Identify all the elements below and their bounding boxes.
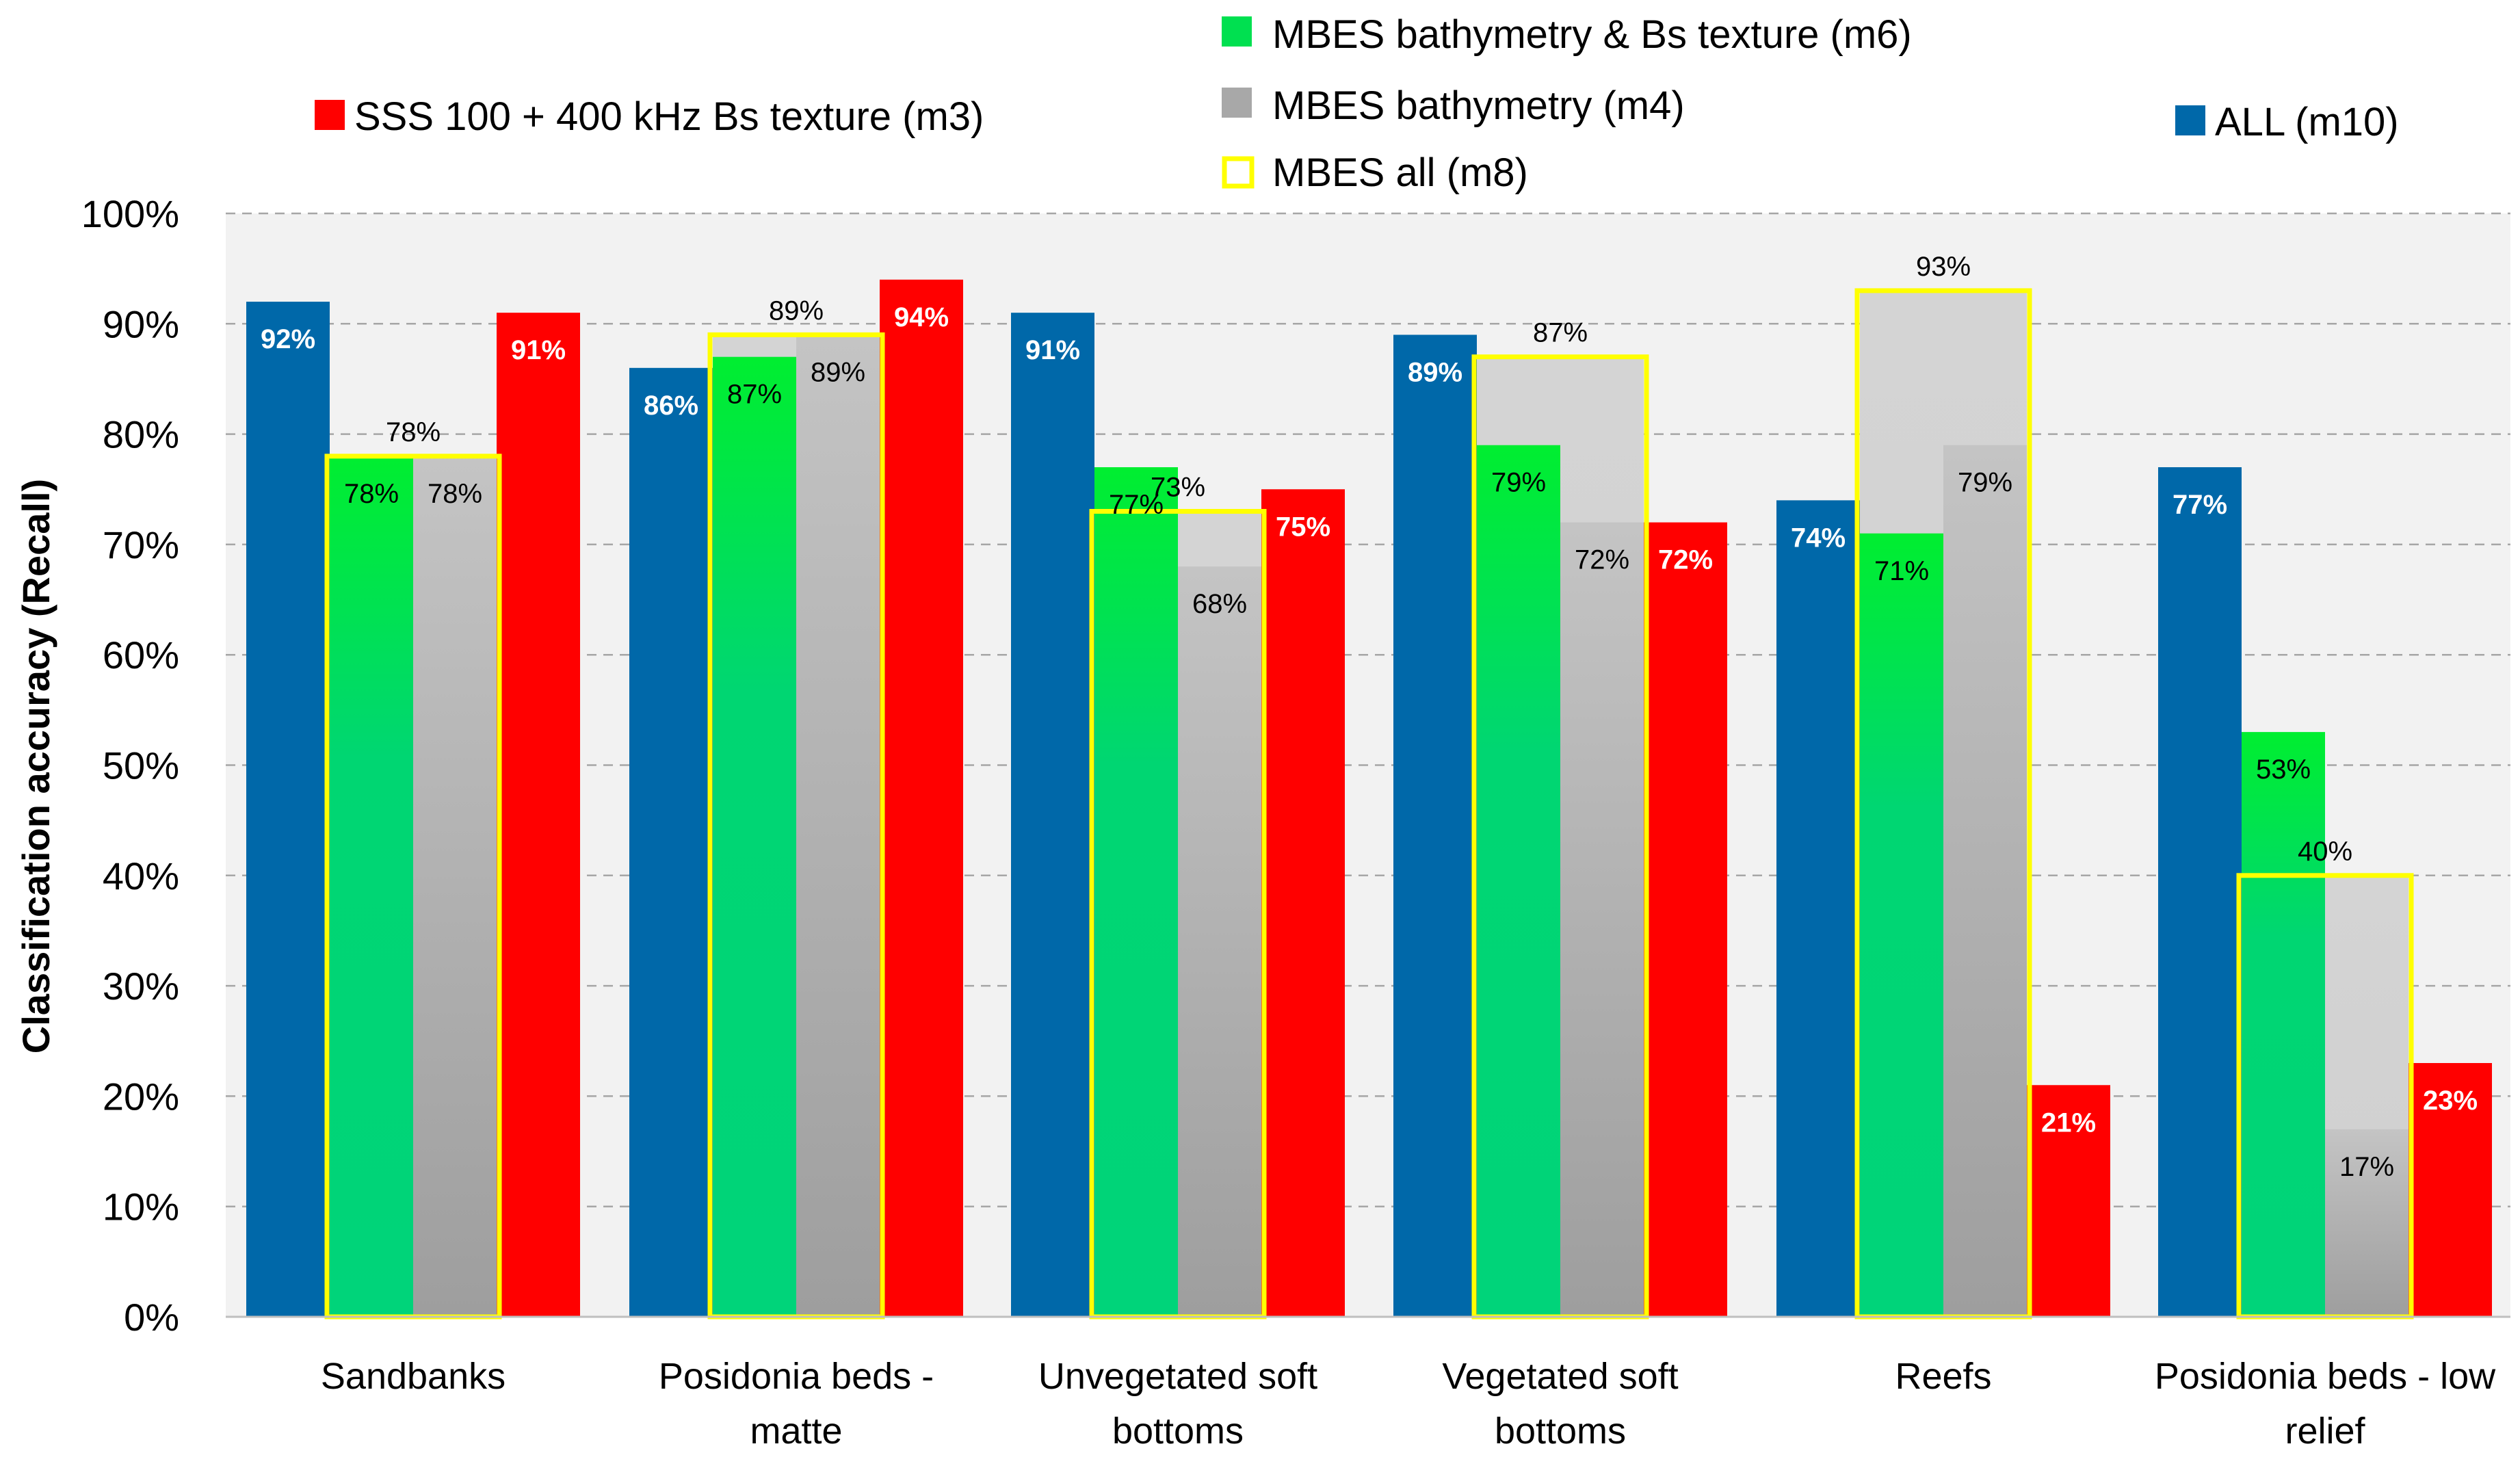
data-label-m4: 79% — [1958, 468, 2012, 498]
data-label-m3: 91% — [511, 335, 566, 365]
category-label: bottoms — [1495, 1411, 1626, 1452]
data-label-m10: 91% — [1025, 335, 1080, 365]
y-tick-label: 90% — [103, 302, 179, 345]
legend-swatch — [1222, 156, 1255, 189]
y-tick-label: 0% — [124, 1296, 179, 1339]
data-label-m3: 72% — [1658, 545, 1713, 575]
y-tick-label: 50% — [103, 744, 179, 787]
y-tick-label: 80% — [103, 413, 179, 456]
y-tick-label: 20% — [103, 1075, 179, 1118]
category-label: Posidonia beds - low — [2155, 1356, 2496, 1397]
bar-m4 — [1178, 566, 1261, 1318]
data-label-m6: 87% — [727, 380, 782, 410]
y-axis-label: Classification accuracy (Recall) — [14, 479, 57, 1053]
bar-m4 — [796, 335, 880, 1318]
data-label-m6: 53% — [2256, 755, 2311, 785]
data-label-m8: 40% — [2298, 837, 2352, 867]
legend-swatch — [315, 100, 345, 130]
bar-m3 — [2027, 1085, 2110, 1317]
bar-m6 — [1477, 445, 1560, 1317]
category-label: Unvegetated soft — [1038, 1356, 1317, 1397]
bar-m3 — [497, 313, 580, 1317]
y-tick-label: 40% — [103, 854, 179, 897]
y-tick-label: 100% — [81, 192, 179, 235]
category-label: Vegetated soft — [1442, 1356, 1678, 1397]
legend-swatch — [1222, 16, 1252, 47]
bar-m4 — [413, 456, 497, 1317]
category-label: matte — [750, 1411, 842, 1452]
legend-label: MBES bathymetry (m4) — [1272, 83, 1685, 128]
legend-label: MBES all (m8) — [1272, 150, 1528, 195]
gridlines — [226, 212, 2510, 1207]
category-label: Reefs — [1895, 1356, 1991, 1397]
data-label-m10: 77% — [2173, 490, 2227, 520]
data-label-m10: 86% — [644, 391, 698, 421]
legend: MBES bathymetry & Bs texture (m6) SSS 100… — [315, 12, 2399, 195]
legend-swatch — [1222, 88, 1252, 118]
legend-label: ALL (m10) — [2215, 100, 2399, 144]
bar-m10 — [629, 367, 713, 1317]
bar-m10 — [2158, 467, 2242, 1317]
legend-label: MBES bathymetry & Bs texture (m6) — [1272, 12, 1912, 57]
bar-m4 — [2325, 1129, 2409, 1317]
bar-m10 — [1393, 335, 1477, 1318]
data-label-m8: 93% — [1916, 252, 1971, 282]
bar-m6 — [2242, 732, 2325, 1317]
data-label-m6: 77% — [1109, 490, 1164, 520]
data-label-m8: 87% — [1533, 318, 1588, 348]
data-label-m4: 72% — [1575, 545, 1629, 575]
bar-m3 — [2409, 1063, 2492, 1317]
y-tick-label: 30% — [103, 965, 179, 1008]
bar-m4 — [1943, 445, 2027, 1317]
bar-m10 — [1776, 500, 1860, 1317]
bar-m6 — [330, 456, 413, 1317]
bar-m10 — [246, 302, 330, 1317]
bar-m3 — [880, 279, 963, 1317]
category-labels: Sandbanks Posidonia beds - matte Unvegetate… — [321, 1356, 2496, 1452]
data-label-m3: 23% — [2423, 1086, 2478, 1116]
data-label-m3: 21% — [2041, 1107, 2096, 1138]
legend-label: SSS 100 + 400 kHz Bs texture (m3) — [354, 94, 984, 139]
data-label-m10: 74% — [1791, 523, 1846, 553]
data-label-m10: 92% — [261, 324, 315, 354]
data-label-m4: 68% — [1192, 589, 1247, 619]
bar-m10 — [1011, 313, 1094, 1317]
data-label-m4: 78% — [428, 479, 482, 509]
data-label-m8: 78% — [386, 417, 441, 447]
y-tick-label: 10% — [103, 1185, 179, 1229]
y-tick-label: 70% — [103, 523, 179, 566]
bar-m6 — [1094, 467, 1178, 1317]
data-label-m4: 17% — [2339, 1152, 2394, 1182]
bar-m3 — [1261, 489, 1345, 1317]
y-tick-label: 60% — [103, 633, 179, 677]
category-label: bottoms — [1112, 1411, 1244, 1452]
category-label: relief — [2285, 1411, 2365, 1452]
category-label: Sandbanks — [321, 1356, 506, 1397]
data-label-m3: 75% — [1276, 512, 1330, 542]
bar-m3 — [1644, 522, 1727, 1317]
data-label-m3: 94% — [894, 302, 949, 332]
data-label-m8: 73% — [1151, 473, 1205, 503]
category-label: Posidonia beds - — [659, 1356, 934, 1397]
bar-m4 — [1560, 522, 1644, 1317]
data-label-m8: 89% — [769, 296, 824, 326]
data-label-m4: 89% — [811, 357, 865, 387]
legend-swatch — [2175, 105, 2205, 135]
data-label-m10: 89% — [1408, 357, 1462, 387]
bar-m6 — [713, 356, 796, 1318]
y-axis-ticks: 0% 10% 20% 30% 40% 50% 60% 70% 80% 90% 100% — [81, 192, 179, 1339]
data-label-m6: 78% — [344, 479, 399, 509]
data-label-m6: 71% — [1874, 556, 1929, 586]
data-label-m6: 79% — [1491, 468, 1546, 498]
bar-m6 — [1860, 533, 1943, 1317]
bars: 92% 78% 78% 91% 78% 86% 87% 89% 94% 89% 91% 77% 68% 7… — [246, 252, 2492, 1320]
